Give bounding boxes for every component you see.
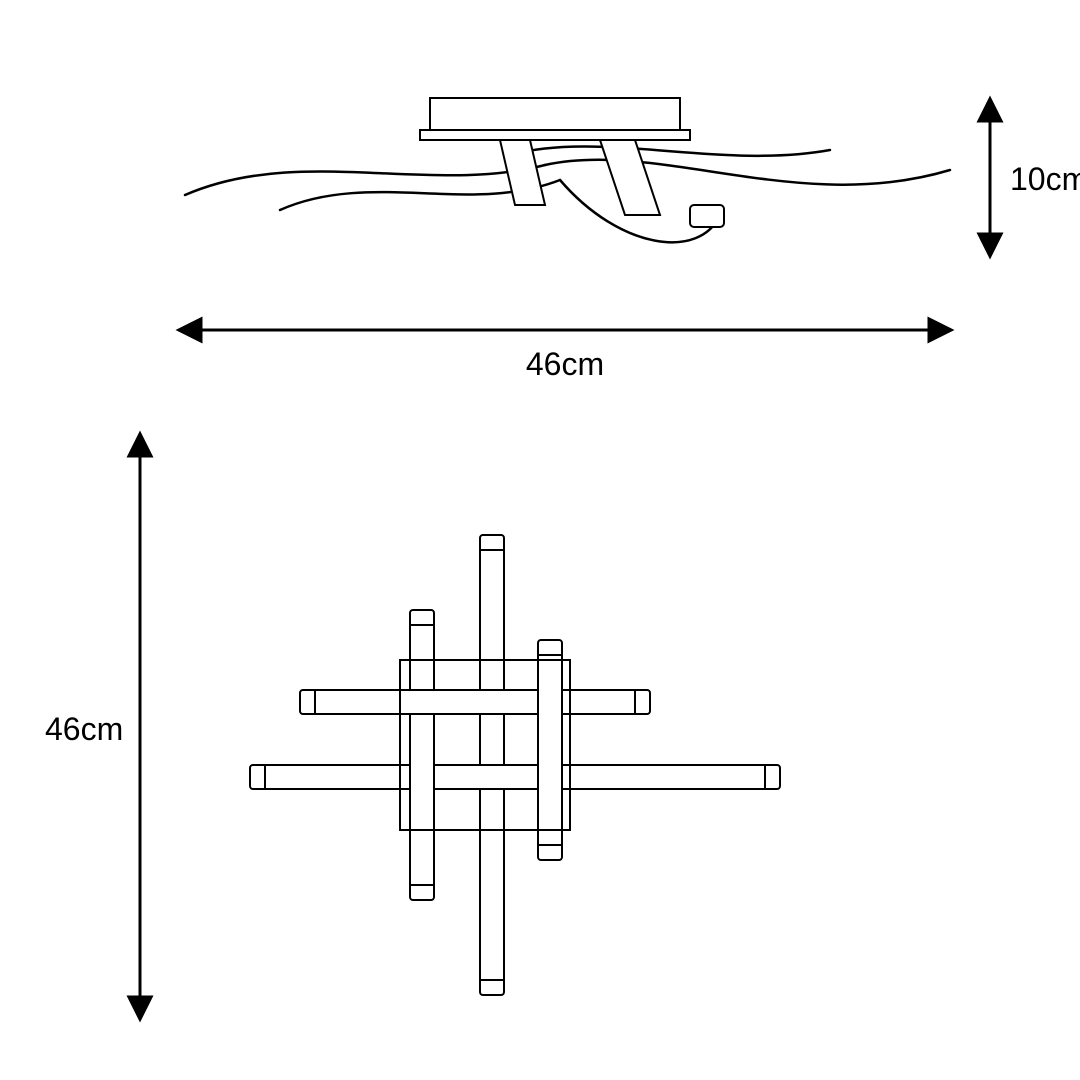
top-arm-5 [538,640,562,860]
dim-height-top-label: 46cm [45,711,123,747]
top-arm-3 [410,610,434,900]
top-arm-2 [250,765,780,789]
lamp-arms-side [185,146,950,242]
dim-height-side-label: 10cm [1010,161,1080,197]
top-view: 46cm [45,435,780,1018]
ceiling-mount-plate [420,130,690,140]
side-view: 46cm 10cm [180,98,1080,382]
top-arm-4 [300,690,650,714]
dim-width-label: 46cm [526,346,604,382]
